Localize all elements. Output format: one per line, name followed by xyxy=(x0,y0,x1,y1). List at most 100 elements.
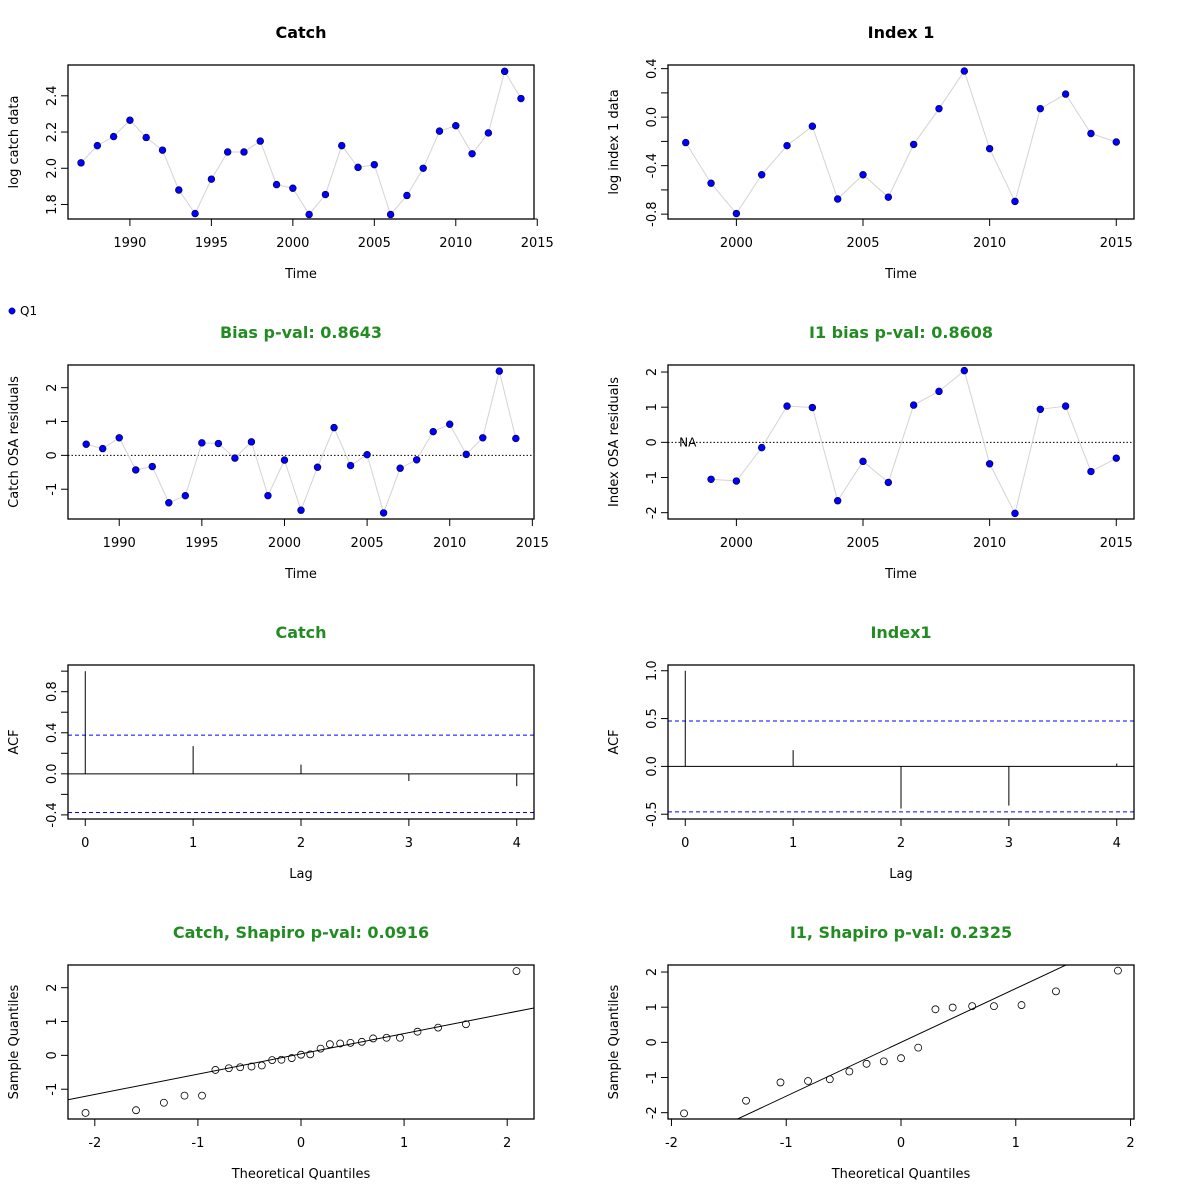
x-axis-label: Time xyxy=(284,267,317,282)
x-axis-label: Time xyxy=(284,567,317,582)
y-tick-label: -0.5 xyxy=(645,802,660,827)
x-axis-label: Theoretical Quantiles xyxy=(231,1167,371,1182)
data-point xyxy=(289,184,297,192)
data-point xyxy=(682,138,690,147)
y-axis-label: Sample Quantiles xyxy=(607,984,622,1099)
x-tick-label: 1990 xyxy=(103,536,136,551)
y-tick-label: 0.5 xyxy=(645,708,660,729)
y-tick-label: 2.4 xyxy=(45,85,60,106)
data-point xyxy=(1011,509,1019,518)
y-tick-label: 0.0 xyxy=(45,763,60,784)
x-tick-label: 0 xyxy=(297,1136,305,1151)
data-point xyxy=(884,193,893,201)
y-tick-label: 1 xyxy=(645,403,660,411)
y-axis: 1.8 2.0 2.2 2.4 xyxy=(45,85,68,215)
data-point xyxy=(1112,454,1120,462)
legend-label: Q1 xyxy=(20,304,37,318)
data-point xyxy=(191,209,199,218)
panel-index1-osa: I1 bias p-val: 0.8608 Time Index OSA resid… xyxy=(607,323,1135,582)
data-point xyxy=(517,94,525,103)
data-point xyxy=(479,434,487,442)
data-point xyxy=(175,186,183,194)
data-point xyxy=(126,116,134,124)
data-point xyxy=(159,1098,168,1107)
data-point xyxy=(223,148,232,156)
chart-title: Index1 xyxy=(870,623,931,642)
y-tick-label: 0.4 xyxy=(45,722,60,743)
data-point xyxy=(707,179,715,187)
data-point xyxy=(403,191,411,200)
data-point xyxy=(990,1002,998,1011)
y-tick-label: -0.4 xyxy=(645,153,660,178)
y-tick-label: 0.0 xyxy=(645,756,660,777)
y-tick-label: 0 xyxy=(45,1051,60,1059)
data-point xyxy=(859,457,867,466)
chart-title: Catch xyxy=(275,23,326,42)
y-tick-label: -2 xyxy=(645,1106,660,1119)
data-point xyxy=(935,104,943,113)
data-point xyxy=(707,475,715,483)
data-point xyxy=(985,144,994,153)
data-point xyxy=(325,1040,334,1049)
chart-title: I1, Shapiro p-val: 0.2325 xyxy=(790,923,1012,942)
data-point xyxy=(346,461,355,470)
plot-frame xyxy=(67,964,535,1120)
x-tick-label: 1 xyxy=(189,836,197,851)
y-tick-label: 2.0 xyxy=(45,158,60,179)
data-point xyxy=(909,401,918,409)
data-point xyxy=(512,967,521,975)
data-point xyxy=(1087,129,1095,138)
data-point xyxy=(142,133,150,142)
plot-frame xyxy=(67,364,535,520)
data-point xyxy=(1061,90,1070,98)
chart-title: I1 bias p-val: 0.8608 xyxy=(809,323,993,342)
data-point xyxy=(240,148,248,156)
data-point xyxy=(148,462,156,471)
panel-index1-qq: I1, Shapiro p-val: 0.2325 Theoretical Qua… xyxy=(607,923,1135,1182)
data-point xyxy=(280,456,289,464)
data-point xyxy=(207,175,216,183)
data-point xyxy=(897,1054,905,1063)
panel-index1-acf: Index1 Lag ACF 0 1 2 3 4 -0.5 0.0 0.5 1.0 xyxy=(607,623,1135,882)
data-point xyxy=(1112,138,1120,146)
data-point xyxy=(732,209,741,218)
y-tick-label: 1 xyxy=(645,1003,660,1011)
data-point xyxy=(435,127,444,135)
data-point xyxy=(336,1039,345,1048)
data-point xyxy=(180,1091,189,1100)
data-point xyxy=(879,1057,888,1066)
x-tick-label: 2000 xyxy=(268,536,301,551)
y-tick-label: 2 xyxy=(645,368,660,376)
y-axis: -1 0 1 2 xyxy=(45,984,68,1096)
data-point xyxy=(165,499,173,507)
x-axis: 1990 1995 2000 2005 2010 2015 xyxy=(103,518,549,551)
y-tick-label: -1 xyxy=(645,471,660,484)
y-tick-label: 0 xyxy=(45,451,60,459)
x-tick-label: 2010 xyxy=(433,536,466,551)
data-point xyxy=(93,141,102,150)
y-axis: -1 0 1 2 xyxy=(45,384,68,496)
data-point xyxy=(277,1055,286,1064)
data-point xyxy=(321,190,330,199)
na-annotation: NA xyxy=(679,435,697,449)
data-point xyxy=(1087,467,1095,476)
data-point xyxy=(81,1109,90,1117)
data-point xyxy=(330,423,338,432)
data-point xyxy=(297,506,305,514)
data-point xyxy=(99,444,107,453)
data-point xyxy=(231,454,239,462)
y-tick-label: 0.0 xyxy=(645,107,660,128)
y-axis-label: log catch data xyxy=(7,96,22,189)
data-point xyxy=(446,420,454,428)
y-tick-label: 0 xyxy=(645,1038,660,1046)
y-tick-label: -0.8 xyxy=(645,201,660,226)
panel-catch-data: Catch Time log catch data 1990 1995 2000 2005 2… xyxy=(7,23,554,282)
y-tick-label: -1 xyxy=(45,1083,60,1096)
y-tick-label: -1 xyxy=(45,483,60,496)
data-point xyxy=(82,440,90,448)
x-axis-label: Lag xyxy=(289,867,312,882)
y-tick-label: 2.2 xyxy=(45,122,60,143)
data-point xyxy=(931,1005,940,1014)
data-point xyxy=(158,146,167,154)
